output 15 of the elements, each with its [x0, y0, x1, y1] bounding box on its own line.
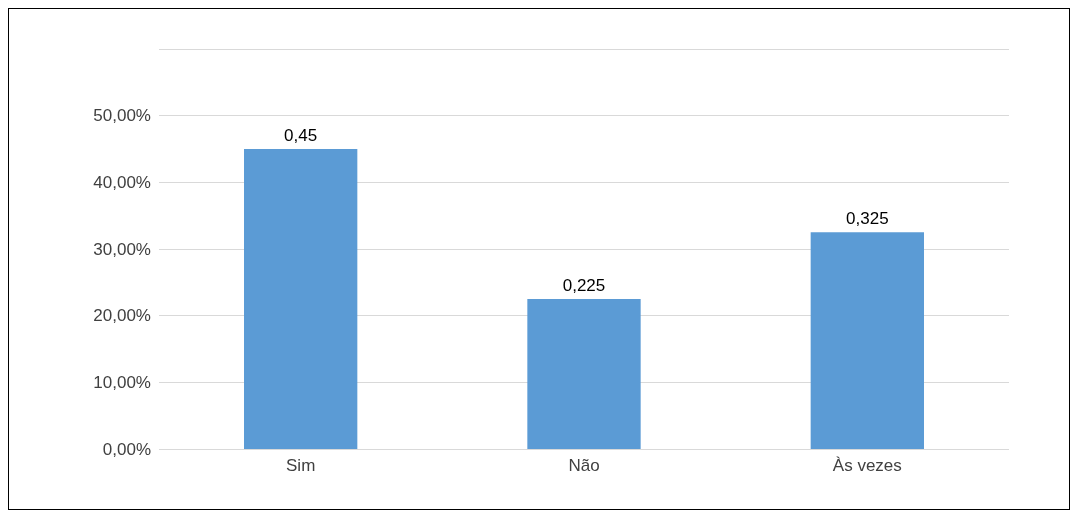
bar — [527, 299, 641, 449]
x-tick-label: Não — [568, 456, 600, 475]
data-label: 0,325 — [846, 209, 889, 229]
data-label: 0,45 — [284, 126, 318, 145]
y-tick-label: 50,00% — [93, 106, 151, 126]
y-tick-label: 30,00% — [93, 239, 151, 259]
y-tick-label: 0,00% — [102, 439, 151, 459]
bar — [810, 232, 924, 449]
bar — [244, 149, 358, 449]
x-tick-label: Sim — [286, 456, 316, 475]
data-label: 0,225 — [562, 276, 606, 295]
x-tick-label: Às vezes — [832, 456, 902, 475]
y-tick-label: 10,00% — [93, 372, 151, 392]
y-tick-label: 20,00% — [93, 306, 151, 326]
y-tick-label: 40,00% — [93, 172, 151, 192]
